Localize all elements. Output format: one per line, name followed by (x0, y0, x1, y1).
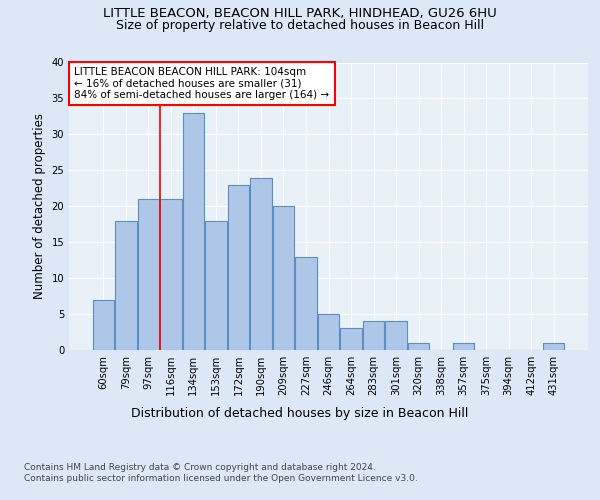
Bar (160, 199, 182, 350)
Y-axis label: Number of detached properties: Number of detached properties (33, 114, 46, 299)
Bar (363, 322, 384, 350)
Text: Contains HM Land Registry data © Crown copyright and database right 2024.: Contains HM Land Registry data © Crown c… (24, 462, 376, 471)
Bar (295, 256, 317, 350)
Bar (408, 343, 429, 350)
Bar (250, 178, 272, 350)
Bar (543, 343, 565, 350)
Bar (205, 220, 227, 350)
Bar (453, 343, 475, 350)
Text: LITTLE BEACON BEACON HILL PARK: 104sqm
← 16% of detached houses are smaller (31): LITTLE BEACON BEACON HILL PARK: 104sqm ←… (74, 67, 329, 100)
Text: Contains public sector information licensed under the Open Government Licence v3: Contains public sector information licen… (24, 474, 418, 483)
Bar (385, 322, 407, 350)
Text: LITTLE BEACON, BEACON HILL PARK, HINDHEAD, GU26 6HU: LITTLE BEACON, BEACON HILL PARK, HINDHEA… (103, 8, 497, 20)
Text: Size of property relative to detached houses in Beacon Hill: Size of property relative to detached ho… (116, 19, 484, 32)
Bar (340, 328, 362, 350)
Bar (137, 199, 159, 350)
Bar (182, 113, 204, 350)
Bar (228, 184, 249, 350)
Bar (115, 220, 137, 350)
Bar (318, 314, 339, 350)
Bar (273, 206, 294, 350)
Text: Distribution of detached houses by size in Beacon Hill: Distribution of detached houses by size … (131, 408, 469, 420)
Bar (92, 300, 114, 350)
